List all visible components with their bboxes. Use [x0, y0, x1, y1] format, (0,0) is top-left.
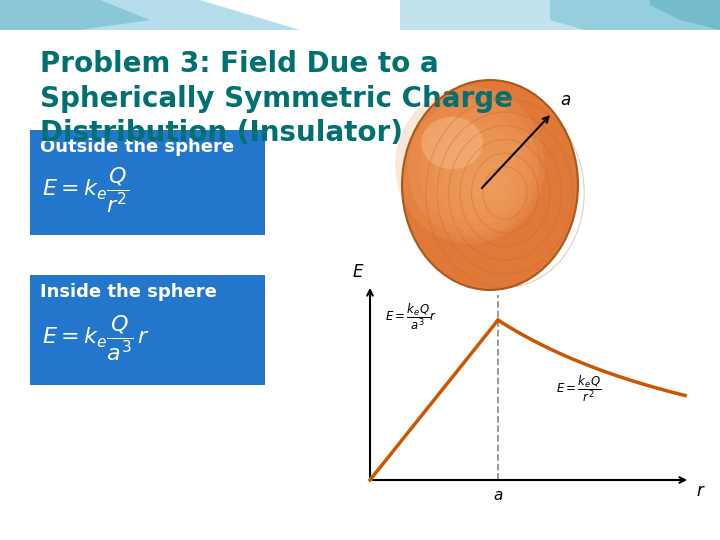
Text: Problem 3: Field Due to a
Spherically Symmetric Charge
Distribution (Insulator): Problem 3: Field Due to a Spherically Sy…	[40, 50, 513, 147]
Text: $a$: $a$	[492, 488, 503, 503]
FancyBboxPatch shape	[30, 275, 265, 385]
Text: $a$: $a$	[560, 91, 571, 109]
FancyBboxPatch shape	[0, 30, 720, 540]
Ellipse shape	[432, 125, 526, 223]
Polygon shape	[0, 0, 150, 40]
Text: $r$: $r$	[696, 482, 706, 500]
Text: $E = k_e \dfrac{Q}{a^3}\, r$: $E = k_e \dfrac{Q}{a^3}\, r$	[42, 313, 150, 362]
Text: Inside the sphere: Inside the sphere	[40, 283, 217, 301]
Text: Outside the sphere: Outside the sphere	[40, 138, 234, 156]
Polygon shape	[550, 0, 720, 60]
Text: $E$: $E$	[352, 263, 364, 281]
Polygon shape	[400, 0, 720, 100]
Ellipse shape	[469, 163, 507, 202]
Text: $E=\dfrac{k_e Q}{a^3}r$: $E=\dfrac{k_e Q}{a^3}r$	[385, 301, 437, 332]
FancyBboxPatch shape	[30, 130, 265, 235]
Ellipse shape	[482, 176, 500, 196]
Polygon shape	[650, 0, 720, 30]
Ellipse shape	[408, 99, 539, 237]
Ellipse shape	[421, 117, 483, 169]
Text: $E = k_e \dfrac{Q}{r^2}$: $E = k_e \dfrac{Q}{r^2}$	[42, 165, 129, 214]
Text: $E=\dfrac{k_e Q}{r^2}$: $E=\dfrac{k_e Q}{r^2}$	[556, 373, 601, 404]
Ellipse shape	[457, 151, 513, 210]
Polygon shape	[0, 0, 300, 80]
Ellipse shape	[402, 80, 578, 290]
Ellipse shape	[445, 138, 519, 217]
Ellipse shape	[395, 86, 545, 244]
Ellipse shape	[420, 112, 532, 230]
